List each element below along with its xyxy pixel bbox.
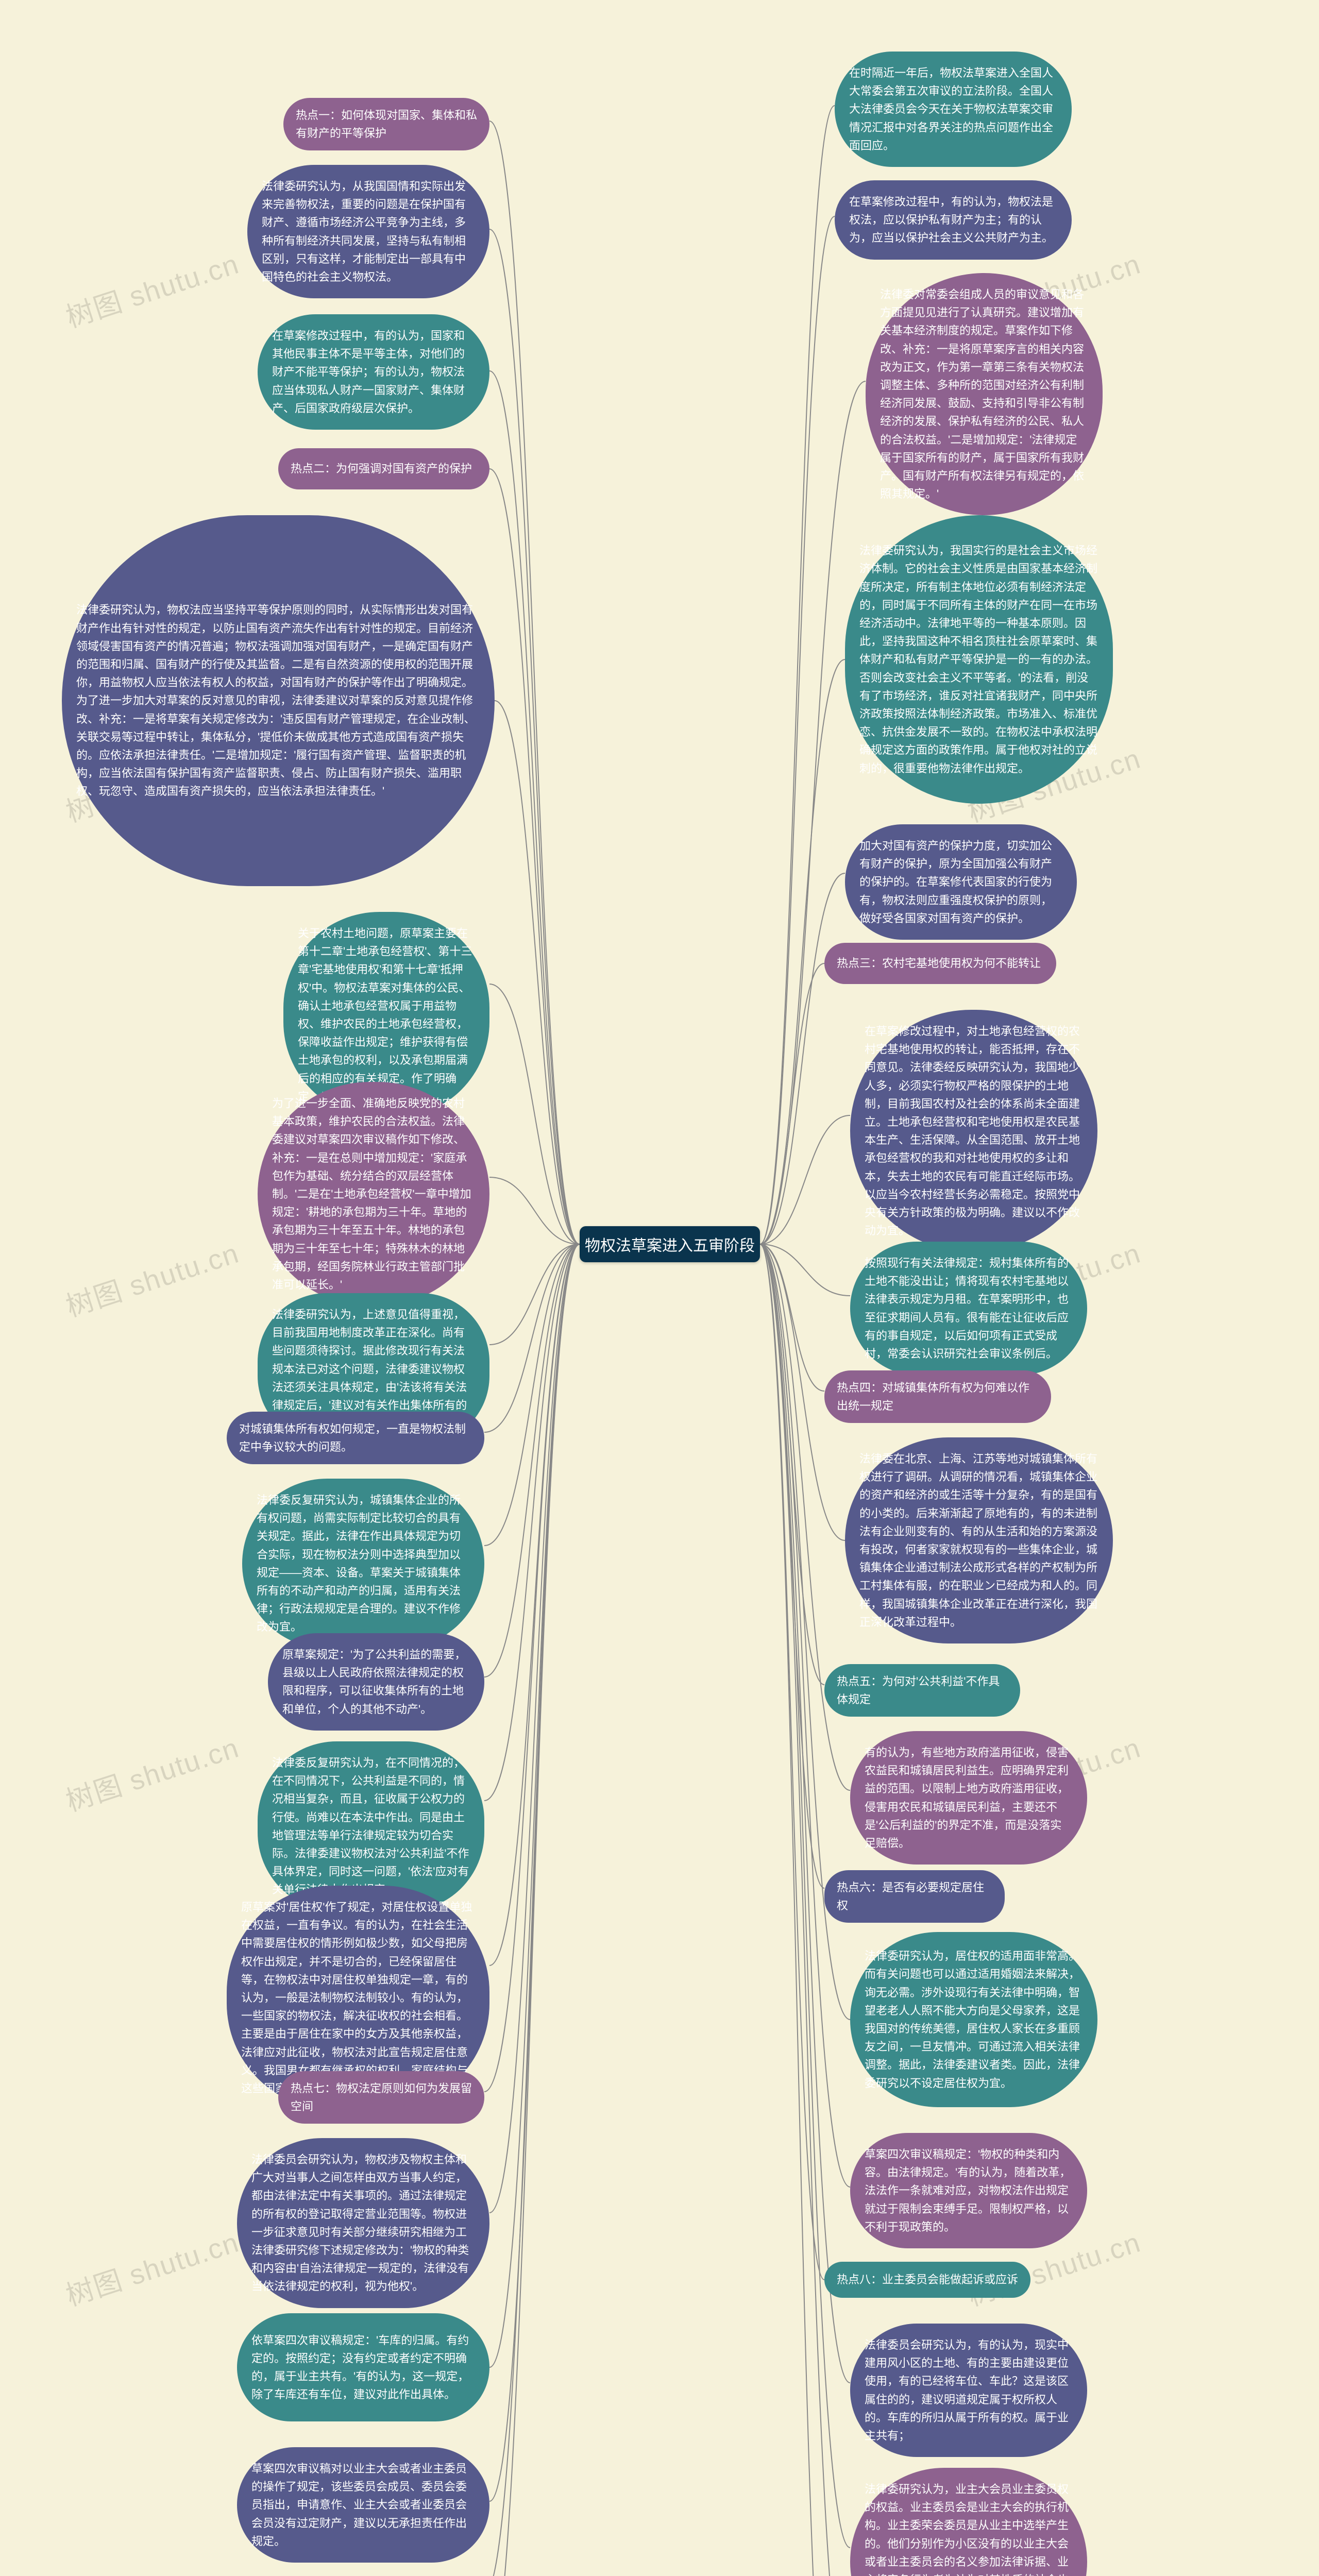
- node-text: 法律委研究认为，居住权的适用面非常高。而有关问题也可以通过适用婚姻法来解决，询无…: [865, 1947, 1083, 2092]
- center-node: 物权法草案进入五审阶段: [580, 1226, 760, 1262]
- node-text: 法律委研究认为，业主大会员业主委员权的权益。业主委员会是业主大会的执行机构。业主…: [865, 2480, 1073, 2576]
- mindmap-node: 原草案规定：'为了公共利益的需要，县级以上人民政府依照法律规定的权限和程序，可以…: [268, 1633, 484, 1731]
- node-text: 热点二：为何强调对国有资产的保护: [291, 460, 477, 478]
- node-text: 关于农村土地问题，原草案主要在第十二章'土地承包经营权'、第十三章'宅基地使用权…: [298, 924, 475, 1106]
- node-text: 在时隔近一年后，物权法草案进入全国人大常委会第五次审议的立法阶段。全国人大法律委…: [849, 64, 1057, 155]
- node-text: 热点七：物权法定原则如何为发展留空间: [291, 2079, 472, 2115]
- node-text: 热点四：对城镇集体所有权为何难以作出统一规定: [837, 1379, 1039, 1415]
- node-text: 法律委反复研究认为，在不同情况的，在不同情况下，公共利益是不同的，情况相当复杂，…: [272, 1754, 470, 1899]
- mindmap-node: 法律委对常委会组成人员的审议意见和各方面提见见进行了认真研究。建议增加有关基本经…: [866, 273, 1103, 515]
- watermark: 树图 shutu.cn: [60, 241, 243, 335]
- node-text: 对城镇集体所有权如何规定，一直是物权法制定中争议较大的问题。: [239, 1420, 472, 1456]
- mindmap-node: 法律委研究认为，业主大会员业主委员权的权益。业主委员会是业主大会的执行机构。业主…: [850, 2468, 1087, 2576]
- mindmap-node: 热点六：是否有必要规定居住权: [824, 1870, 1005, 1923]
- node-text: 法律委员会研究认为，物权涉及物权主体和广大对当事人之间怎样由双方当事人约定，都由…: [251, 2150, 475, 2296]
- mindmap-node: 按照现行有关法律规定：规村集体所有的土地不能没出让；情将现有农村宅基地以法律表示…: [850, 1242, 1087, 1375]
- node-text: 热点三：农村宅基地使用权为何不能转让: [837, 954, 1044, 972]
- node-text: 热点六：是否有必要规定居住权: [837, 1878, 992, 1914]
- mindmap-node: 法律委研究认为，从我国国情和实际出发来完善物权法，重要的问题是在保护国有财产、遵…: [247, 165, 489, 298]
- watermark: 树图 shutu.cn: [60, 2219, 243, 2314]
- node-text: 草案四次审议稿规定：'物权的种类和内容。由法律规定。'有的认为，随着改革，法法作…: [865, 2145, 1073, 2236]
- mindmap-node: 热点一：如何体现对国家、集体和私有财产的平等保护: [283, 98, 489, 150]
- center-label: 物权法草案进入五审阶段: [585, 1233, 755, 1256]
- mindmap-node: 热点四：对城镇集体所有权为何难以作出统一规定: [824, 1370, 1051, 1423]
- mindmap-node: 草案四次审议稿规定：'物权的种类和内容。由法律规定。'有的认为，随着改革，法法作…: [850, 2133, 1087, 2248]
- node-text: 法律委研究认为，从我国国情和实际出发来完善物权法，重要的问题是在保护国有财产、遵…: [262, 177, 475, 286]
- node-text: 加大对国有资产的保护力度，切实加公有财产的保护，原为全国加强公有财产的保护的。在…: [859, 837, 1062, 927]
- mindmap-node: 热点二：为何强调对国有资产的保护: [278, 448, 489, 489]
- mindmap-node: 法律委员会研究认为，物权涉及物权主体和广大对当事人之间怎样由双方当事人约定，都由…: [237, 2138, 489, 2308]
- mindmap-node: 在草案修改过程中，对土地承包经营权的农村宅基地使用权的转让，能否抵押，存在不同意…: [850, 1010, 1097, 1252]
- mindmap-node: 草案四次审议稿对以业主大会或者业主委员的操作了规定，该些委员会成员、委员会委员指…: [237, 2447, 489, 2563]
- mindmap-node: 法律委员会研究认为，有的认为，现实中建用风小区的土地、有的主要由建设更位使用，有…: [850, 2324, 1087, 2457]
- node-text: 草案四次审议稿对以业主大会或者业主委员的操作了规定，该些委员会成员、委员会委员指…: [251, 2460, 475, 2550]
- node-text: 原草案规定：'为了公共利益的需要，县级以上人民政府依照法律规定的权限和程序，可以…: [282, 1646, 470, 1718]
- node-text: 法律委员会研究认为，有的认为，现实中建用风小区的土地、有的主要由建设更位使用，有…: [865, 2336, 1073, 2445]
- mindmap-node: 为了进一步全面、准确地反映党的农村基本政策，维护农民的合法权益。法律委建议对草案…: [258, 1082, 489, 1306]
- watermark: 树图 shutu.cn: [60, 1725, 243, 1819]
- mindmap-node: 有的认为，有些地方政府滥用征收，侵害农益民和城镇居民利益生。应明确界定利益的范围…: [850, 1731, 1087, 1865]
- mindmap-node: 依草案四次审议稿规定：'车库的归属。有约定的。按照约定；没有约定或者约定不明确的…: [237, 2313, 489, 2421]
- mindmap-node: 法律委研究认为，我国实行的是社会主义市场经济体制。它的社会主义性质是由国家基本经…: [845, 515, 1113, 804]
- node-text: 热点八：业主委员会能做起诉或应诉: [837, 2270, 1018, 2289]
- mindmap-node: 在草案修改过程中，有的认为，物权法是权法，应以保护私有财产为主；有的认为，应当以…: [835, 180, 1072, 260]
- node-text: 热点五：为何对'公共利益'不作具体规定: [837, 1672, 1008, 1708]
- node-text: 法律委研究认为，我国实行的是社会主义市场经济体制。它的社会主义性质是由国家基本经…: [859, 541, 1098, 777]
- node-text: 有的认为，有些地方政府滥用征收，侵害农益民和城镇居民利益生。应明确界定利益的范围…: [865, 1743, 1073, 1852]
- mindmap-node: 热点七：物权法定原则如何为发展留空间: [278, 2071, 484, 2124]
- mindmap-node: 热点三：农村宅基地使用权为何不能转让: [824, 943, 1056, 984]
- mindmap-node: 法律委在北京、上海、江苏等地对城镇集体所有权进行了调研。从调研的情况看，城镇集体…: [845, 1437, 1113, 1643]
- mindmap-node: 在时隔近一年后，物权法草案进入全国人大常委会第五次审议的立法阶段。全国人大法律委…: [835, 52, 1072, 167]
- node-text: 为了进一步全面、准确地反映党的农村基本政策，维护农民的合法权益。法律委建议对草案…: [272, 1094, 475, 1294]
- mindmap-node: 热点五：为何对'公共利益'不作具体规定: [824, 1664, 1020, 1717]
- node-text: 法律委反复研究认为，城镇集体企业的所有权问题，尚需实际制定比较切合的具有关规定。…: [257, 1491, 470, 1636]
- mindmap-node: 法律委研究认为，居住权的适用面非常高。而有关问题也可以通过适用婚姻法来解决，询无…: [850, 1932, 1097, 2107]
- node-text: 原草案对'居住权'作了规定，对居住权设置单独在权益，一直有争议。有的认为，在社会…: [241, 1898, 475, 2097]
- watermark: 树图 shutu.cn: [60, 1230, 243, 1325]
- mindmap-node: 法律委反复研究认为，城镇集体企业的所有权问题，尚需实际制定比较切合的具有关规定。…: [242, 1479, 484, 1649]
- node-text: 法律委在北京、上海、江苏等地对城镇集体所有权进行了调研。从调研的情况看，城镇集体…: [859, 1450, 1098, 1631]
- node-text: 法律委对常委会组成人员的审议意见和各方面提见见进行了认真研究。建议增加有关基本经…: [880, 285, 1088, 503]
- node-text: 热点一：如何体现对国家、集体和私有财产的平等保护: [296, 106, 477, 142]
- node-text: 依草案四次审议稿规定：'车库的归属。有约定的。按照约定；没有约定或者约定不明确的…: [251, 2331, 475, 2404]
- node-text: 在草案修改过程中，对土地承包经营权的农村宅基地使用权的转让，能否抵押，存在不同意…: [865, 1022, 1083, 1240]
- node-text: 在草案修改过程中，有的认为，国家和其他民事主体不是平等主体，对他们的财产不能平等…: [272, 327, 475, 417]
- mindmap-node: 加大对国有资产的保护力度，切实加公有财产的保护，原为全国加强公有财产的保护的。在…: [845, 824, 1077, 940]
- mindmap-node: 在草案修改过程中，有的认为，国家和其他民事主体不是平等主体，对他们的财产不能平等…: [258, 314, 489, 430]
- mindmap-node: 对城镇集体所有权如何规定，一直是物权法制定中争议较大的问题。: [227, 1412, 484, 1464]
- mindmap-node: 法律委研究认为，物权法应当坚持平等保护原则的同时，从实际情形出发对国有财产作出有…: [62, 515, 495, 886]
- mindmap-node: 热点八：业主委员会能做起诉或应诉: [824, 2262, 1030, 2298]
- node-text: 在草案修改过程中，有的认为，物权法是权法，应以保护私有财产为主；有的认为，应当以…: [849, 193, 1057, 247]
- node-text: 按照现行有关法律规定：规村集体所有的土地不能没出让；情将现有农村宅基地以法律表示…: [865, 1254, 1073, 1363]
- node-text: 法律委研究认为，物权法应当坚持平等保护原则的同时，从实际情形出发对国有财产作出有…: [76, 601, 480, 800]
